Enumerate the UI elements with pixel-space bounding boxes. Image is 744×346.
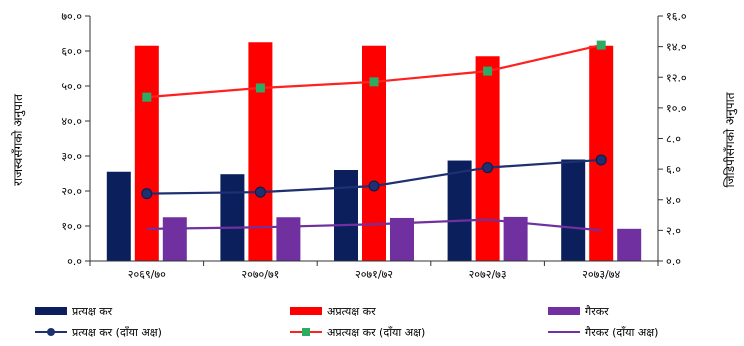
x-tick-label-0: २०६९/७० — [128, 268, 166, 281]
x-tick-label-4: २०७३/७४ — [582, 268, 620, 281]
legend-swatch-bar-1 — [290, 307, 322, 315]
bar-1-4 — [589, 45, 614, 261]
legend-swatch-bar-2 — [548, 307, 580, 315]
line-point-0-1 — [254, 186, 266, 198]
bar-0-4 — [561, 159, 586, 261]
bar-2-0 — [162, 217, 187, 261]
bar-1-3 — [475, 56, 500, 261]
y-tick-right-label-6: १२.० — [666, 71, 687, 84]
line-point-1-4 — [596, 40, 606, 50]
line-2 — [146, 218, 602, 232]
y-tick-right-label-7: १४.० — [666, 41, 687, 54]
legend-label-bar-2: गैरकर — [585, 305, 609, 318]
line-point-0-3 — [482, 162, 494, 174]
y-tick-left-label-1: १०.० — [61, 220, 82, 233]
y-tick-right-label-4: ८.० — [666, 133, 681, 146]
legend: प्रत्यक्ष कर अप्रत्यक्ष कर गैरकर प्रत्यक्ष … — [35, 305, 658, 339]
bar-2-3 — [503, 216, 528, 261]
y-tick-left-label-2: २०.० — [61, 185, 82, 198]
y-tick-left-label-3: ३०.० — [61, 150, 82, 163]
legend-label-line-0: प्रत्यक्ष कर (दाँया अक्ष) — [72, 326, 162, 339]
y-tick-right-label-2: ४.० — [666, 194, 681, 207]
x-tick-label-3: २०७२/७३ — [469, 268, 507, 281]
legend-label-bar-1: अप्रत्यक्ष कर — [327, 305, 376, 318]
line-point-1-0 — [142, 92, 152, 102]
x-tick-label-2: २०७१/७२ — [355, 268, 393, 281]
y-tick-right-label-1: २.० — [666, 224, 681, 237]
line-point-1-1 — [255, 83, 265, 93]
legend-swatch-bar-0 — [35, 307, 67, 315]
y-tick-left-label-5: ५०.० — [61, 80, 82, 93]
y-tick-left-label-6: ६०.० — [61, 45, 82, 58]
bar-0-3 — [447, 160, 472, 261]
bar-0-0 — [106, 171, 131, 261]
legend-label-line-1: अप्रत्यक्ष कर (दाँया अक्ष) — [327, 326, 425, 339]
bar-0-1 — [220, 174, 245, 261]
bar-1-1 — [248, 42, 273, 261]
y-tick-left-label-0: ०.० — [67, 255, 82, 268]
y-axis-left-label: राजस्वसँगको अनुपात — [11, 93, 26, 186]
y-tick-right-label-8: १६.० — [666, 10, 687, 23]
line-point-1-3 — [483, 66, 493, 76]
y-axis-right-label: जिडिपीसँगको अनुपात — [723, 91, 738, 187]
y-tick-right-label-5: १०.० — [666, 102, 687, 115]
line-point-0-2 — [368, 180, 380, 192]
line-point-0-0 — [141, 188, 153, 200]
y-tick-left-label-4: ४०.० — [61, 115, 82, 128]
legend-marker-1 — [302, 328, 310, 336]
x-tick-label-1: २०७०/७१ — [241, 268, 279, 281]
legend-label-line-2: गैरकर (दाँया अक्ष) — [585, 326, 658, 339]
y-tick-left-label-7: ७०.० — [61, 10, 82, 23]
y-tick-right-label-3: ६.० — [666, 163, 681, 176]
bar-2-1 — [276, 217, 301, 261]
line-point-0-4 — [595, 154, 607, 166]
bar-0-2 — [334, 170, 358, 261]
y-tick-right-label-0: ०.० — [666, 255, 681, 268]
legend-marker-0 — [47, 328, 55, 336]
bar-2-2 — [390, 217, 414, 261]
bar-1-0 — [134, 45, 159, 261]
bar-2-4 — [617, 228, 642, 261]
line-point-1-2 — [369, 77, 379, 87]
legend-label-bar-0: प्रत्यक्ष कर — [72, 305, 113, 318]
